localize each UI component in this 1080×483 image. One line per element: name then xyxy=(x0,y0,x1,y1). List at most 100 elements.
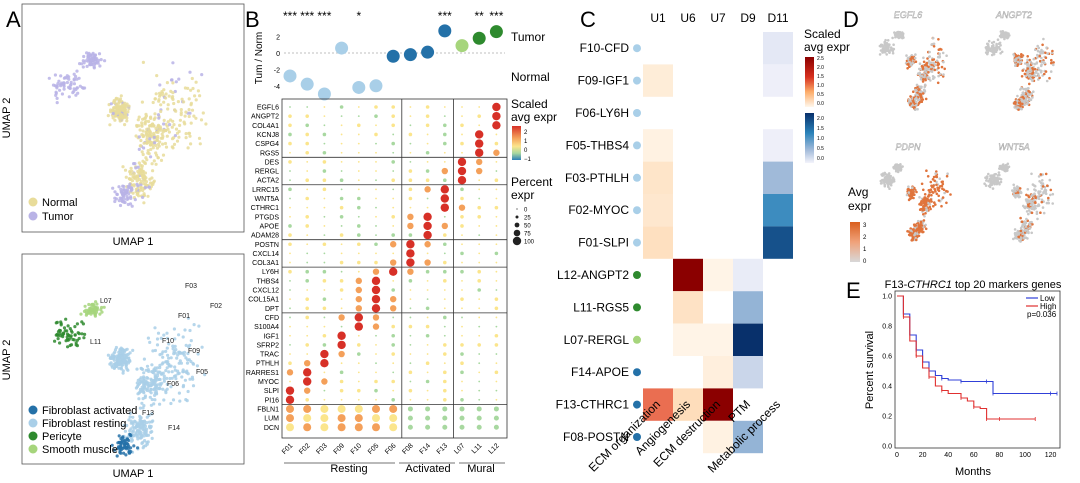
dotplot-dot xyxy=(338,350,345,358)
expression-cell xyxy=(908,60,911,64)
dotplot-dot xyxy=(477,269,482,274)
km-x-tick: 60 xyxy=(970,452,978,459)
umap-cell xyxy=(67,95,71,99)
expression-cell xyxy=(1016,231,1019,234)
heatmap-cell xyxy=(763,64,793,97)
expression-cell xyxy=(931,178,935,181)
dotplot-dot xyxy=(375,206,377,209)
dotplot-dot xyxy=(303,404,312,413)
expression-cell xyxy=(879,182,883,185)
umap-cell xyxy=(125,195,129,199)
expression-cell xyxy=(992,44,995,47)
dotplot-dot xyxy=(357,343,361,347)
dotplot-dot xyxy=(357,334,360,337)
dotplot-dot xyxy=(407,415,413,421)
umap-cell xyxy=(138,188,142,192)
umap-cell xyxy=(172,349,176,354)
umap-cell xyxy=(84,59,88,63)
umap-cell xyxy=(99,58,103,62)
umap-cell xyxy=(99,308,103,312)
expression-cell xyxy=(1022,87,1025,91)
umap-cell xyxy=(178,350,182,354)
expression-cell xyxy=(891,179,895,183)
expression-cell xyxy=(924,227,928,231)
umap-cell xyxy=(94,300,98,304)
dotplot-dot xyxy=(322,132,327,137)
dotplot-dot xyxy=(495,398,498,401)
dotplot-dot xyxy=(357,242,361,247)
dotplot-dot xyxy=(443,123,447,128)
umap-cell xyxy=(174,127,179,131)
umap-cell xyxy=(149,391,153,395)
umap-cell xyxy=(192,114,196,118)
umap-cell xyxy=(181,335,185,339)
expression-cell xyxy=(1013,232,1017,236)
umap-cell xyxy=(130,169,134,173)
expression-cell xyxy=(1038,193,1041,197)
dotplot-dot xyxy=(459,415,465,421)
expression-cell xyxy=(1023,72,1027,76)
expression-cell xyxy=(1027,203,1030,206)
b-legend-pct-tick: 25 xyxy=(524,216,531,222)
dotplot-dot xyxy=(306,170,309,172)
expression-cell xyxy=(924,78,927,82)
dotplot-dot xyxy=(285,395,295,404)
umap-cell xyxy=(181,383,186,388)
dotplot-dot xyxy=(461,151,463,154)
dotplot-dot xyxy=(355,277,362,285)
expression-umap: ANGPT2 xyxy=(984,10,1055,111)
umap-cell xyxy=(74,93,78,97)
umap-cell xyxy=(140,100,144,104)
umap-cell xyxy=(167,370,171,374)
dotplot-dot xyxy=(443,388,447,393)
expression-cell xyxy=(945,201,948,205)
dotplot-dot xyxy=(392,197,395,200)
umap-cell xyxy=(150,397,154,402)
dotplot-dot xyxy=(306,325,309,328)
dotplot-dot xyxy=(320,414,329,423)
gene-label: SFRP2 xyxy=(256,342,279,349)
dotplot-dot xyxy=(441,222,448,230)
expression-cell xyxy=(1036,49,1040,53)
expression-cell xyxy=(935,170,938,173)
umap-cell xyxy=(53,339,57,343)
dotplot-dot xyxy=(443,115,446,118)
dotplot-dot xyxy=(409,362,412,365)
expression-cell xyxy=(1029,207,1033,210)
heatmap-cell xyxy=(643,388,673,421)
umap-cell xyxy=(142,385,146,389)
dotplot-dot xyxy=(392,279,395,282)
c-legend-title-2: avg expr xyxy=(804,40,850,54)
umap-cell xyxy=(161,142,165,146)
c-legend-down-tick: 0.5 xyxy=(817,146,824,152)
umap-cell xyxy=(155,337,160,341)
expression-cell xyxy=(918,85,922,88)
umap-top-frame xyxy=(21,3,245,233)
heatmap-row-dot xyxy=(633,173,641,182)
dotplot-dot xyxy=(477,279,482,283)
expression-cell xyxy=(935,192,939,196)
ratio-point xyxy=(455,39,469,53)
b-legend-pct-title-2: expr xyxy=(511,188,534,202)
dotplot-dot xyxy=(306,206,309,209)
expression-cell xyxy=(991,46,994,50)
significance-star: * xyxy=(356,9,361,23)
umap-top-ylabel: UMAP 2 xyxy=(1,98,13,139)
umap-cell xyxy=(118,203,123,208)
dotplot-dot xyxy=(459,424,465,430)
expression-cell xyxy=(925,71,928,74)
umap-cell xyxy=(92,304,96,308)
expression-cell xyxy=(986,51,990,54)
dotplot-dot xyxy=(375,151,377,154)
heatmap-cell xyxy=(733,291,763,324)
expression-cell xyxy=(1020,225,1024,228)
b-legend-expr-tick: 2 xyxy=(524,130,528,136)
expression-cell xyxy=(887,172,891,175)
umap-cell xyxy=(54,90,58,94)
c-legend-up-tick: 1.0 xyxy=(817,83,824,89)
umap-cell xyxy=(146,368,150,372)
umap-cell xyxy=(128,415,132,419)
dotplot-dot xyxy=(322,306,327,311)
dotplot-dot xyxy=(389,404,398,413)
expression-cell xyxy=(882,47,885,50)
